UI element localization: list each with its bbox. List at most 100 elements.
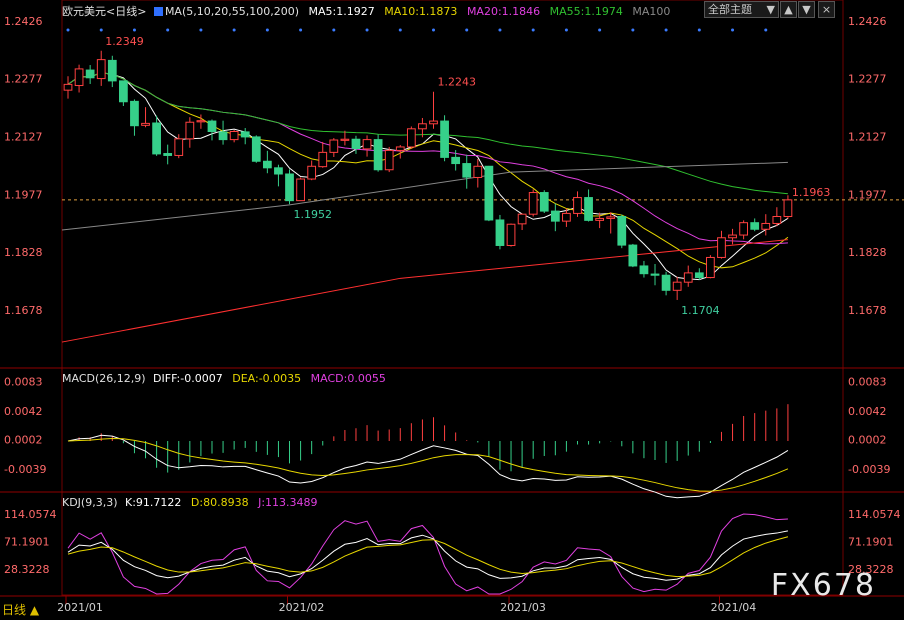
kdj-j: J:113.3489 bbox=[258, 496, 318, 509]
dot-marker bbox=[731, 28, 735, 32]
candle-body bbox=[672, 281, 682, 291]
candle-body bbox=[141, 122, 150, 126]
kdj-tick-left: 71.1901 bbox=[4, 536, 50, 549]
bottom-period-tab[interactable]: 日线 ▲ bbox=[2, 601, 39, 618]
candle-body bbox=[451, 156, 461, 165]
candle-body bbox=[406, 128, 416, 148]
candle-body bbox=[174, 138, 184, 156]
candle-body bbox=[694, 272, 704, 279]
scroll-up-button[interactable]: ▲ bbox=[780, 1, 797, 18]
candle-body bbox=[395, 146, 405, 151]
candle-body bbox=[362, 139, 372, 150]
candle-body bbox=[506, 223, 516, 246]
close-icon: × bbox=[821, 3, 832, 16]
candle-body bbox=[74, 68, 84, 87]
price-tick-right: 1.1678 bbox=[848, 304, 887, 317]
candle-body bbox=[717, 237, 726, 258]
candle-body bbox=[384, 149, 394, 171]
candle-body bbox=[639, 265, 649, 275]
kdj-tick-right: 28.3228 bbox=[848, 563, 894, 576]
kdj-k: K:91.7122 bbox=[125, 496, 182, 509]
scroll-down-button[interactable]: ▼ bbox=[798, 1, 815, 18]
candle-body bbox=[628, 244, 638, 267]
dot-marker bbox=[232, 28, 236, 32]
kdj-tick-right: 71.1901 bbox=[848, 536, 894, 549]
candle-body bbox=[584, 197, 593, 221]
candle-body bbox=[296, 178, 305, 202]
candle-body bbox=[750, 222, 760, 230]
price-tick-right: 1.1977 bbox=[848, 188, 887, 201]
macd-panel bbox=[67, 404, 789, 499]
dot-marker bbox=[465, 28, 469, 32]
period-label[interactable]: <日线> bbox=[106, 5, 147, 18]
candle-body bbox=[706, 256, 715, 279]
ma-label: MA(5,10,20,55,100,200) bbox=[164, 5, 299, 18]
candle-body bbox=[207, 120, 217, 133]
dot-marker bbox=[531, 28, 535, 32]
chart-title-bar: 欧元美元<日线> MA(5,10,20,55,100,200) MA5:1.19… bbox=[62, 3, 670, 19]
theme-dropdown[interactable]: 全部主题 ▼ bbox=[704, 1, 779, 18]
candle-body bbox=[373, 139, 383, 171]
candle-body bbox=[418, 123, 427, 130]
kdj-k-line bbox=[67, 530, 789, 581]
dot-marker bbox=[564, 28, 568, 32]
instrument-title: 欧元美元 bbox=[62, 5, 106, 18]
macd-tick-left: -0.0039 bbox=[4, 463, 46, 476]
dot-marker bbox=[332, 28, 336, 32]
price-tick-left: 1.2277 bbox=[4, 73, 43, 86]
price-tick-right: 1.1828 bbox=[848, 246, 887, 259]
macd-dea-line bbox=[67, 438, 789, 492]
price-tick-left: 1.1678 bbox=[4, 304, 43, 317]
price-tick-left: 1.2426 bbox=[4, 15, 43, 28]
dot-marker bbox=[697, 28, 701, 32]
macd-tick-right: 0.0042 bbox=[848, 405, 887, 418]
dot-marker bbox=[265, 28, 269, 32]
candle-body bbox=[229, 131, 239, 141]
ma20-value: MA20:1.1846 bbox=[466, 5, 541, 18]
ma5-value: MA5:1.1927 bbox=[308, 5, 375, 18]
date-label: 2021/03 bbox=[500, 601, 546, 614]
candle-body bbox=[163, 153, 173, 156]
kdj-tick-left: 114.0574 bbox=[4, 508, 57, 521]
candle-body bbox=[185, 121, 195, 140]
ma100-value: MA100 bbox=[632, 5, 671, 18]
close-button[interactable]: × bbox=[818, 1, 835, 18]
candle-body bbox=[595, 217, 605, 221]
dot-marker bbox=[299, 28, 303, 32]
dot-marker bbox=[132, 28, 136, 32]
candle-body bbox=[63, 83, 73, 91]
candle-body bbox=[318, 151, 328, 168]
candle-body bbox=[473, 165, 483, 178]
price-annotation: 1.2349 bbox=[105, 35, 143, 48]
ma-toggle-icon[interactable] bbox=[153, 7, 163, 16]
dot-marker bbox=[398, 28, 402, 32]
candle-body bbox=[429, 120, 438, 125]
macd-tick-right: -0.0039 bbox=[848, 463, 890, 476]
dot-marker bbox=[99, 28, 103, 32]
dot-marker bbox=[432, 28, 435, 32]
dot-marker bbox=[498, 28, 502, 32]
candle-body bbox=[462, 163, 472, 178]
candle-body bbox=[772, 216, 782, 224]
candle-body bbox=[262, 160, 272, 169]
macd-header: MACD(26,12,9) DIFF:-0.0007 DEA:-0.0035 M… bbox=[62, 372, 386, 385]
dot-marker bbox=[199, 28, 203, 32]
candle-body bbox=[606, 216, 616, 219]
chevron-down-icon: ▼ bbox=[766, 3, 775, 16]
dot-marker bbox=[365, 28, 369, 32]
date-label: 2021/04 bbox=[711, 601, 757, 614]
candle-body bbox=[196, 120, 206, 123]
candle-body bbox=[218, 131, 228, 141]
candle-body bbox=[550, 210, 560, 222]
candle-body bbox=[85, 69, 95, 79]
dot-marker bbox=[764, 28, 768, 32]
macd-tick-right: 0.0083 bbox=[848, 376, 887, 389]
dot-marker bbox=[631, 28, 635, 32]
moving-average-lines bbox=[61, 72, 789, 343]
dot-marker bbox=[664, 28, 668, 32]
candlestick-series bbox=[63, 50, 793, 300]
kdj-tick-left: 28.3228 bbox=[4, 563, 50, 576]
macd-tick-right: 0.0002 bbox=[848, 434, 887, 447]
bottom-period-label: 日线 bbox=[2, 603, 27, 617]
